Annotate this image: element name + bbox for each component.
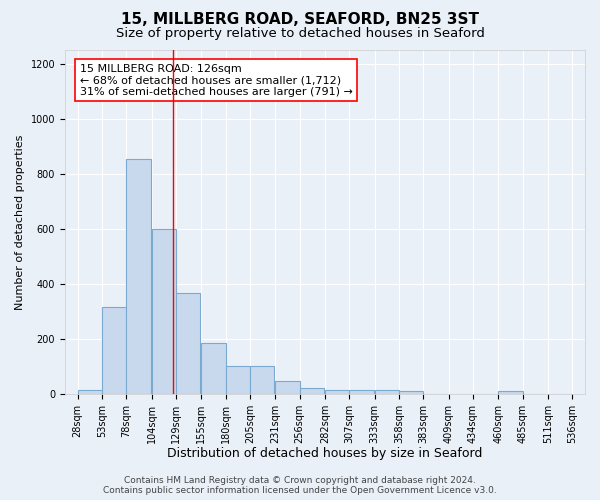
Bar <box>299 388 324 394</box>
Text: Contains HM Land Registry data © Crown copyright and database right 2024.
Contai: Contains HM Land Registry data © Crown c… <box>103 476 497 495</box>
Bar <box>250 366 274 394</box>
Bar <box>325 390 349 394</box>
Bar <box>275 382 299 394</box>
Bar <box>126 158 151 394</box>
Text: 15 MILLBERG ROAD: 126sqm
← 68% of detached houses are smaller (1,712)
31% of sem: 15 MILLBERG ROAD: 126sqm ← 68% of detach… <box>80 64 352 97</box>
Bar <box>201 343 226 394</box>
Text: Size of property relative to detached houses in Seaford: Size of property relative to detached ho… <box>116 28 484 40</box>
Bar <box>499 391 523 394</box>
X-axis label: Distribution of detached houses by size in Seaford: Distribution of detached houses by size … <box>167 447 482 460</box>
Bar <box>152 228 176 394</box>
Bar <box>374 390 399 394</box>
Bar <box>77 390 102 394</box>
Text: 15, MILLBERG ROAD, SEAFORD, BN25 3ST: 15, MILLBERG ROAD, SEAFORD, BN25 3ST <box>121 12 479 28</box>
Bar <box>349 390 374 394</box>
Bar <box>226 366 250 394</box>
Bar <box>176 294 200 394</box>
Y-axis label: Number of detached properties: Number of detached properties <box>15 134 25 310</box>
Bar <box>399 391 424 394</box>
Bar <box>102 307 126 394</box>
